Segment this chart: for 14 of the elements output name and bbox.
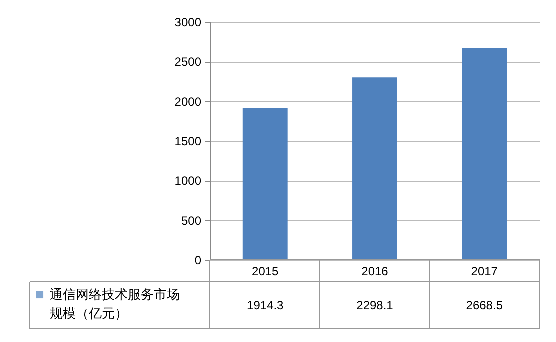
y-tick-label: 3000 — [174, 16, 202, 30]
data-label: 2668.5 — [466, 298, 504, 312]
y-tick-label: 2500 — [174, 55, 202, 70]
x-tick-label: 2016 — [362, 264, 389, 278]
y-tick-label: 500 — [181, 214, 202, 228]
data-label: 2298.1 — [356, 298, 394, 312]
y-tick-label: 1500 — [174, 134, 202, 148]
x-tick-label: 2015 — [252, 264, 280, 278]
y-tick-label: 0 — [194, 254, 202, 268]
data-label: 1914.3 — [247, 298, 284, 312]
x-tick-label: 2017 — [471, 264, 498, 278]
y-tick-label: 2000 — [174, 94, 202, 109]
legend-label: 通信网络技术服务市场规模（亿元） — [50, 287, 180, 321]
y-tick-label: 1000 — [174, 174, 202, 188]
